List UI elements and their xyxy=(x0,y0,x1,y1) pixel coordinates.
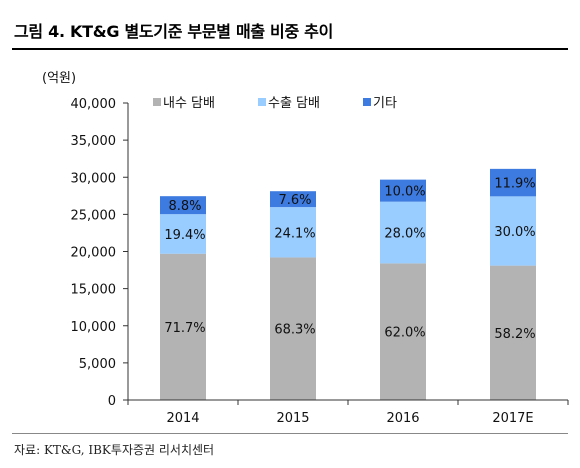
x-tick-label: 2015 xyxy=(276,411,309,426)
bar-segment-label: 11.9% xyxy=(494,177,535,192)
bar-segment xyxy=(270,257,316,400)
bar-segment-label: 24.1% xyxy=(274,226,315,241)
y-tick-label: 5,000 xyxy=(79,357,116,372)
bar-segment-label: 19.4% xyxy=(164,228,205,243)
y-tick-label: 0 xyxy=(108,394,116,409)
bar-segment xyxy=(160,214,206,254)
bar-segment xyxy=(380,263,426,400)
bar-segment xyxy=(490,168,536,197)
legend-swatch xyxy=(258,98,266,106)
y-tick-label: 25,000 xyxy=(71,208,117,223)
y-tick-label: 40,000 xyxy=(71,97,117,112)
title-underline xyxy=(12,48,568,50)
bar-segment-label: 28.0% xyxy=(384,227,425,242)
bar-segment xyxy=(270,207,316,258)
y-tick-label: 10,000 xyxy=(71,320,117,335)
y-tick-label: 30,000 xyxy=(71,171,117,186)
y-axis-unit: (억원) xyxy=(42,71,76,86)
bar-segment xyxy=(490,265,536,400)
bar-segment-label: 62.0% xyxy=(384,326,425,341)
x-tick-label: 2016 xyxy=(386,411,419,426)
bar-segment-label: 68.3% xyxy=(274,323,315,338)
y-tick-label: 20,000 xyxy=(71,246,117,261)
bar-segment xyxy=(160,196,206,215)
bar-segment xyxy=(160,253,206,400)
x-axis: 2014 2015 2016 2017E xyxy=(127,399,569,426)
x-tick-label: 2014 xyxy=(166,411,199,426)
bar-segment xyxy=(270,191,316,208)
bar-segment-label: 8.8% xyxy=(168,199,201,214)
legend-label: 내수 담배 xyxy=(163,96,215,111)
bar-segment xyxy=(380,179,426,202)
bar-segment xyxy=(380,201,426,264)
source-note: 자료: KT&G, IBK투자증권 리서치센터 xyxy=(14,443,215,457)
legend-swatch xyxy=(363,98,371,106)
bar-segment xyxy=(490,196,536,266)
bar-segment-label: 7.6% xyxy=(278,193,311,208)
bar-segment-label: 10.0% xyxy=(384,185,425,200)
figure-title: 그림 4. KT&G 별도기준 부문별 매출 비중 추이 xyxy=(14,22,334,41)
legend-label: 수출 담배 xyxy=(268,96,320,111)
legend-swatch xyxy=(153,98,161,106)
bar-segment-label: 58.2% xyxy=(494,327,535,342)
bar-segment-label: 30.0% xyxy=(494,225,535,240)
y-tick-label: 35,000 xyxy=(71,134,117,149)
legend: 내수 담배 수출 담배 기타 xyxy=(153,96,397,111)
bar-segment-label: 71.7% xyxy=(164,321,205,336)
legend-label: 기타 xyxy=(373,96,397,111)
footer-divider xyxy=(12,433,568,434)
x-tick-label: 2017E xyxy=(492,411,533,426)
y-tick-label: 15,000 xyxy=(71,283,117,298)
bars: 71.7% 19.4% 8.8% 68.3% 24.1% 7.6% 62.0% 28.0% 10… xyxy=(160,168,536,400)
y-axis: 0 5,000 10,000 15,000 20,000 25,000 30,000 35,0… xyxy=(71,97,129,409)
